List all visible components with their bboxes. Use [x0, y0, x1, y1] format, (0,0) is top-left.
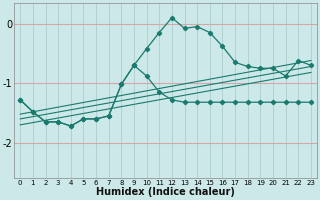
- X-axis label: Humidex (Indice chaleur): Humidex (Indice chaleur): [96, 187, 235, 197]
